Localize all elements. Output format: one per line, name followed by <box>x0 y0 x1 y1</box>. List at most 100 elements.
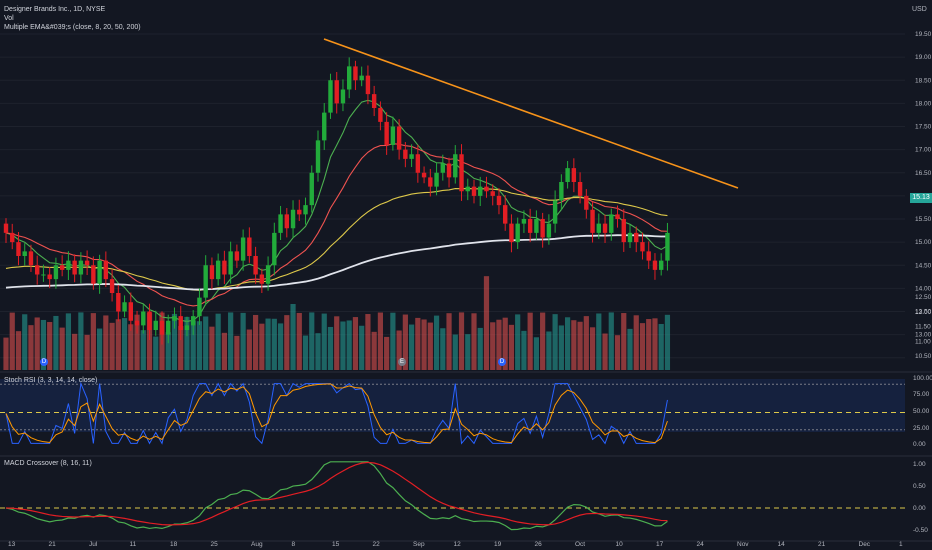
candle-body[interactable] <box>22 251 27 256</box>
candle-body[interactable] <box>565 168 570 182</box>
candle-body[interactable] <box>103 260 109 280</box>
candle-body[interactable] <box>396 126 402 150</box>
candle-body[interactable] <box>552 200 558 224</box>
candle-body[interactable] <box>234 251 240 261</box>
candle-body[interactable] <box>203 265 208 298</box>
candle-body[interactable] <box>465 186 470 192</box>
candle-body[interactable] <box>577 182 583 196</box>
candle-body[interactable] <box>184 325 190 330</box>
candle-body[interactable] <box>571 168 577 182</box>
candle-body[interactable] <box>259 274 265 284</box>
candle-body[interactable] <box>278 214 283 233</box>
candle-body[interactable] <box>240 237 246 261</box>
candle-body[interactable] <box>228 251 233 275</box>
candle-body[interactable] <box>534 219 539 233</box>
candle-body[interactable] <box>621 219 626 243</box>
candle-body[interactable] <box>66 260 71 270</box>
candle-body[interactable] <box>315 140 321 173</box>
candle-body[interactable] <box>247 237 252 257</box>
candle-body[interactable] <box>172 316 177 321</box>
candle-body[interactable] <box>3 223 9 233</box>
stoch-rsi-pane[interactable]: 100.00 75.00 50.00 25.00 0.00 <box>0 375 932 448</box>
candle-body[interactable] <box>353 66 358 81</box>
candle-body[interactable] <box>47 274 52 280</box>
candle-body[interactable] <box>191 316 196 326</box>
candle-body[interactable] <box>340 89 346 104</box>
candle-body[interactable] <box>116 293 121 312</box>
earnings-icon[interactable]: E <box>398 358 406 366</box>
candle-body[interactable] <box>640 242 645 252</box>
trendline[interactable] <box>323 38 739 189</box>
candle-body[interactable] <box>471 186 477 196</box>
resistance-trendline[interactable] <box>323 38 739 189</box>
candle-body[interactable] <box>490 191 495 196</box>
candle-body[interactable] <box>584 195 589 210</box>
candle-body[interactable] <box>521 219 527 224</box>
candle-body[interactable] <box>559 182 564 201</box>
candle-body[interactable] <box>390 126 396 146</box>
candle-body[interactable] <box>509 223 514 243</box>
candle-body[interactable] <box>659 260 664 270</box>
candle-body[interactable] <box>540 219 545 238</box>
candle-body[interactable] <box>334 80 339 104</box>
candle-body[interactable] <box>28 251 34 266</box>
candle-body[interactable] <box>440 163 445 173</box>
dividend-icon[interactable]: D <box>498 358 506 366</box>
candle-body[interactable] <box>78 260 84 275</box>
candle-body[interactable] <box>72 260 77 275</box>
candle-body[interactable] <box>596 223 601 233</box>
candle-body[interactable] <box>16 242 21 256</box>
ema-line-200[interactable] <box>5 234 668 291</box>
candle-body[interactable] <box>197 297 202 317</box>
stoch-d-line[interactable] <box>5 383 668 444</box>
candle-body[interactable] <box>290 209 296 229</box>
candle-body[interactable] <box>35 265 40 275</box>
candle-body[interactable] <box>634 232 639 243</box>
candle-body[interactable] <box>10 232 15 243</box>
candle-body[interactable] <box>378 108 383 122</box>
candle-body[interactable] <box>527 219 533 233</box>
candle-body[interactable] <box>478 186 483 196</box>
candle-body[interactable] <box>328 80 333 113</box>
candle-body[interactable] <box>222 260 227 275</box>
candle-body[interactable] <box>409 154 414 159</box>
candle-body[interactable] <box>446 163 452 178</box>
candle-body[interactable] <box>134 320 140 326</box>
candle-body[interactable] <box>652 260 658 270</box>
candle-body[interactable] <box>272 232 277 266</box>
candle-body[interactable] <box>265 265 271 284</box>
signal-line[interactable] <box>5 461 668 526</box>
stoch-k-line[interactable] <box>5 381 668 445</box>
candle-body[interactable] <box>128 302 133 321</box>
candle-body[interactable] <box>347 66 352 90</box>
candle-body[interactable] <box>503 205 508 224</box>
candle-body[interactable] <box>109 279 115 293</box>
candlesticks[interactable] <box>3 57 670 345</box>
candle-body[interactable] <box>253 256 258 275</box>
ema-line-50[interactable] <box>5 188 668 291</box>
macd-pane[interactable]: 1.00 0.50 0.00 -0.50 <box>0 461 928 534</box>
candle-body[interactable] <box>459 154 464 192</box>
candle-body[interactable] <box>59 265 65 270</box>
candle-body[interactable] <box>590 209 595 233</box>
candle-body[interactable] <box>602 223 608 233</box>
candle-body[interactable] <box>303 205 308 215</box>
candle-body[interactable] <box>453 154 458 178</box>
candle-body[interactable] <box>371 94 377 108</box>
candle-body[interactable] <box>122 302 127 312</box>
candle-body[interactable] <box>309 172 314 206</box>
candle-body[interactable] <box>41 274 46 276</box>
candle-body[interactable] <box>365 75 371 95</box>
candle-body[interactable] <box>147 311 152 331</box>
candle-body[interactable] <box>496 195 502 206</box>
candle-body[interactable] <box>322 112 327 141</box>
candle-body[interactable] <box>484 186 489 192</box>
candle-body[interactable] <box>284 214 289 229</box>
candle-body[interactable] <box>627 232 633 243</box>
candle-body[interactable] <box>421 172 427 178</box>
candle-body[interactable] <box>359 75 364 81</box>
candle-body[interactable] <box>646 251 651 261</box>
candle-body[interactable] <box>178 316 183 330</box>
candle-body[interactable] <box>84 260 90 266</box>
